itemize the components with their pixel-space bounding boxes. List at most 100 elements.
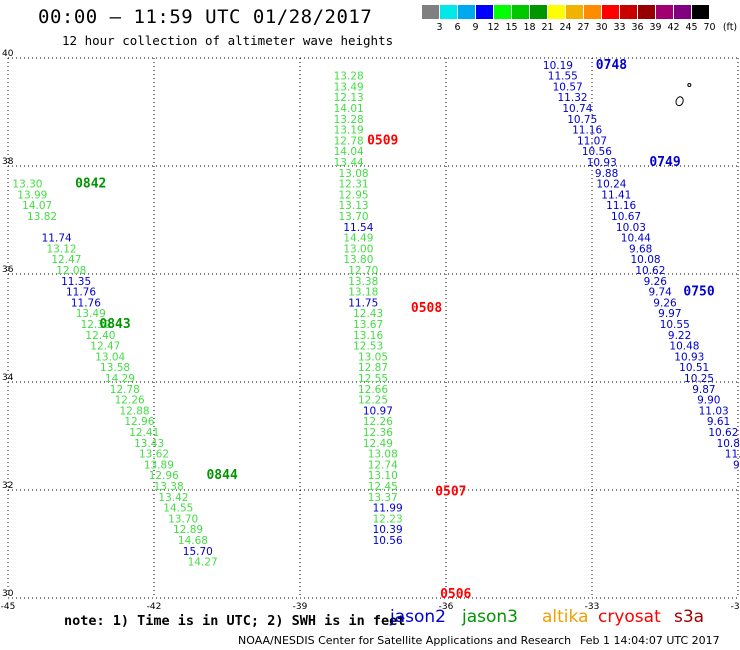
wave-height-value: 10.8 xyxy=(717,438,740,450)
wave-height-value: 12.66 xyxy=(358,384,388,396)
wave-height-value: 14.49 xyxy=(343,233,373,245)
wave-height-value: 12.96 xyxy=(124,416,154,428)
wave-height-value: 12.13 xyxy=(334,92,364,104)
wave-height-value: 13.18 xyxy=(348,287,378,299)
scale-swatch xyxy=(494,5,511,19)
wave-height-value: 12.74 xyxy=(368,459,398,471)
wave-height-value: 14.55 xyxy=(163,503,193,515)
scale-label: 18 xyxy=(523,22,536,33)
wave-height-value: 13.58 xyxy=(100,362,130,374)
wave-height-value: 12.23 xyxy=(373,513,403,525)
wave-height-value: 13.04 xyxy=(95,351,125,363)
scale-swatch xyxy=(674,5,691,19)
scale-label: 70 xyxy=(703,22,716,33)
wave-height-value: 9.97 xyxy=(658,308,681,320)
wave-height-value: 10.62 xyxy=(635,265,665,277)
wave-height-value: 14.01 xyxy=(334,103,364,115)
wave-height-value: 10.24 xyxy=(596,179,626,191)
pass-time-label: 0843 xyxy=(99,317,130,332)
lat-tick-label: 34 xyxy=(2,373,14,383)
wave-height-value: 12.45 xyxy=(368,481,398,493)
lon-tick-label: -33 xyxy=(585,602,600,612)
wave-height-value: 14.04 xyxy=(334,146,364,158)
wave-height-value: 10.93 xyxy=(587,157,617,169)
scale-swatch xyxy=(458,5,475,19)
wave-height-value: 13.10 xyxy=(368,470,398,482)
wave-height-value: 13.70 xyxy=(339,211,369,223)
wave-height-value: 11.99 xyxy=(373,503,403,515)
scale-label: 6 xyxy=(454,22,461,33)
scale-swatch xyxy=(692,5,709,19)
wave-height-value: 10.39 xyxy=(373,524,403,536)
wave-height-value: 10.48 xyxy=(669,341,699,353)
scale-label: 39 xyxy=(649,22,662,33)
scale-swatch xyxy=(548,5,565,19)
wave-height-value: 10.56 xyxy=(582,146,612,158)
wave-height-value: 13.08 xyxy=(368,449,398,461)
wave-height-value: 9.22 xyxy=(668,330,691,342)
wave-height-value: 12.47 xyxy=(90,341,120,353)
scale-label: 42 xyxy=(667,22,680,33)
scale-swatch xyxy=(584,5,601,19)
scale-swatch xyxy=(476,5,493,19)
wave-height-value: 13.30 xyxy=(12,179,42,191)
lon-tick-label: -39 xyxy=(293,602,308,612)
wave-height-value: 13.08 xyxy=(339,168,369,180)
lon-tick-label: -36 xyxy=(439,602,454,612)
wave-height-value: 13.49 xyxy=(76,308,106,320)
lon-tick-label: -45 xyxy=(1,602,16,612)
wave-height-value: 11.76 xyxy=(66,287,96,299)
wave-height-value: 12.41 xyxy=(129,427,159,439)
color-scale-legend: 3 6 9 12 15 18 21 24 27 30 33 36 39 42 45 70 (ft) xyxy=(422,5,737,33)
scale-label: 45 xyxy=(685,22,698,33)
scale-label: 24 xyxy=(559,22,572,33)
pass-time-label: 0507 xyxy=(435,484,466,499)
wave-height-value: 14.27 xyxy=(188,557,218,569)
lat-tick-label: 32 xyxy=(2,481,13,491)
wave-height-value: 12.96 xyxy=(149,470,179,482)
wave-height-value: 13.82 xyxy=(27,211,57,223)
wave-height-value: 13.38 xyxy=(348,276,378,288)
wave-height-value: 12.26 xyxy=(115,395,145,407)
wave-height-value: 11.41 xyxy=(601,189,631,201)
wave-height-value: 13.70 xyxy=(168,513,198,525)
wave-height-value: 11.54 xyxy=(343,222,373,234)
wave-height-value: 11.75 xyxy=(348,297,378,309)
wave-height-value: 14.07 xyxy=(22,200,52,212)
wave-height-value: 10.25 xyxy=(684,373,714,385)
wave-height-value: 12.40 xyxy=(85,330,115,342)
scale-label: 30 xyxy=(595,22,608,33)
wave-height-value: 13.80 xyxy=(343,254,373,266)
scale-swatch xyxy=(638,5,655,19)
wave-height-value: 12.08 xyxy=(56,265,86,277)
wave-height-value: 10.74 xyxy=(562,103,592,115)
scale-label: 9 xyxy=(472,22,479,33)
wave-height-value: 13.44 xyxy=(334,157,364,169)
lat-tick-label: 36 xyxy=(2,265,14,275)
wave-height-value: 13.05 xyxy=(358,351,388,363)
scale-swatch xyxy=(440,5,457,19)
wave-height-value: 13.00 xyxy=(343,243,373,255)
pass-time-label: 0750 xyxy=(683,285,714,300)
scale-swatch xyxy=(422,5,439,19)
wave-height-value: 13.28 xyxy=(334,71,364,83)
wave-height-value: 12.78 xyxy=(334,135,364,147)
wave-height-value: 10.97 xyxy=(363,405,393,417)
wave-height-value: 9.61 xyxy=(707,416,730,428)
wave-height-value: 13.49 xyxy=(334,81,364,93)
satellite-legend-s3a: s3a xyxy=(674,607,705,627)
wave-height-value: 12.88 xyxy=(120,405,150,417)
wave-height-value: 9.87 xyxy=(692,384,715,396)
wave-height-value: 11.16 xyxy=(572,125,602,137)
wave-height-value: 13.62 xyxy=(139,449,169,461)
pass-time-label: 0506 xyxy=(440,587,471,602)
wave-height-value: 13.16 xyxy=(353,330,383,342)
lon-tick-label: -42 xyxy=(147,602,162,612)
wave-height-value: 13.43 xyxy=(134,438,164,450)
wave-height-value: 13.42 xyxy=(158,492,188,504)
pass-time-label: 0749 xyxy=(649,155,680,170)
wave-height-value: 10.57 xyxy=(553,81,583,93)
lat-tick-label: 38 xyxy=(2,157,14,167)
satellite-legend-jason2: jason2 xyxy=(390,607,446,627)
